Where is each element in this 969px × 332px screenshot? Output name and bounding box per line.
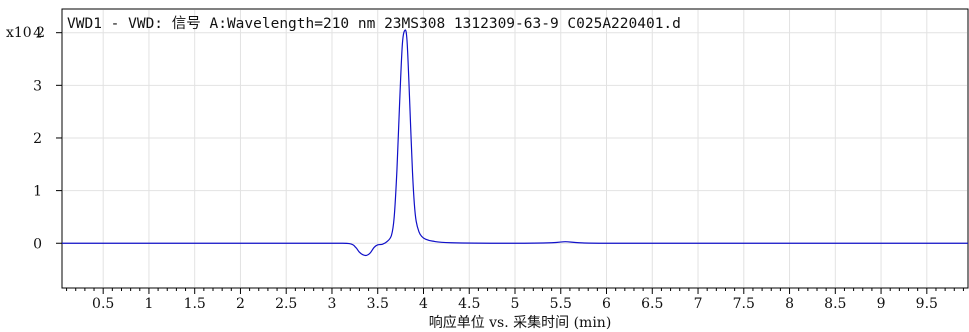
- x-tick-label: 9.5: [916, 296, 938, 312]
- x-tick-label: 6: [602, 296, 611, 312]
- x-tick-label: 5: [511, 296, 520, 312]
- y-tick-label: 0: [33, 236, 42, 252]
- x-axis-ticks: 0.5 1 1.5 2 2.5 3 3.5 4 4.5 5 5.5 6 6.5 7 7.5 8 8.5 9 9.5: [66, 288, 964, 312]
- y-tick-label: 3: [33, 78, 42, 94]
- x-tick-label: 0.5: [92, 296, 114, 312]
- x-tick-label: 5.5: [550, 296, 572, 312]
- x-tick-label: 7.5: [733, 296, 755, 312]
- y-multiplier-label: x10 2: [6, 25, 45, 41]
- signal-trace: [62, 29, 968, 257]
- x-tick-label: 7: [694, 296, 703, 312]
- x-tick-label: 4.5: [458, 296, 480, 312]
- chart-title: VWD1 - VWD: 信号 A:Wavelength=210 nm 23MS3…: [67, 15, 681, 32]
- x-tick-label: 3.5: [367, 296, 389, 312]
- x-tick-label: 4: [419, 296, 428, 312]
- x-tick-label: 9: [877, 296, 886, 312]
- x-tick-label: 8: [785, 296, 794, 312]
- x-tick-label: 6.5: [641, 296, 663, 312]
- y-axis-ticks: 0 1 2 3 4: [33, 26, 62, 252]
- x-tick-label: 2.5: [275, 296, 297, 312]
- x-tick-label: 1: [144, 296, 153, 312]
- x-tick-label: 3: [328, 296, 337, 312]
- x-tick-label: 1.5: [184, 296, 206, 312]
- x-tick-label: 2: [236, 296, 245, 312]
- grid-lines: [63, 10, 967, 287]
- x-tick-label: 8.5: [824, 296, 846, 312]
- x-axis-title: 响应单位 vs. 采集时间 (min): [429, 314, 612, 331]
- y-tick-label: 1: [33, 184, 42, 200]
- y-tick-label: 4: [33, 26, 42, 42]
- y-tick-label: 2: [33, 131, 42, 147]
